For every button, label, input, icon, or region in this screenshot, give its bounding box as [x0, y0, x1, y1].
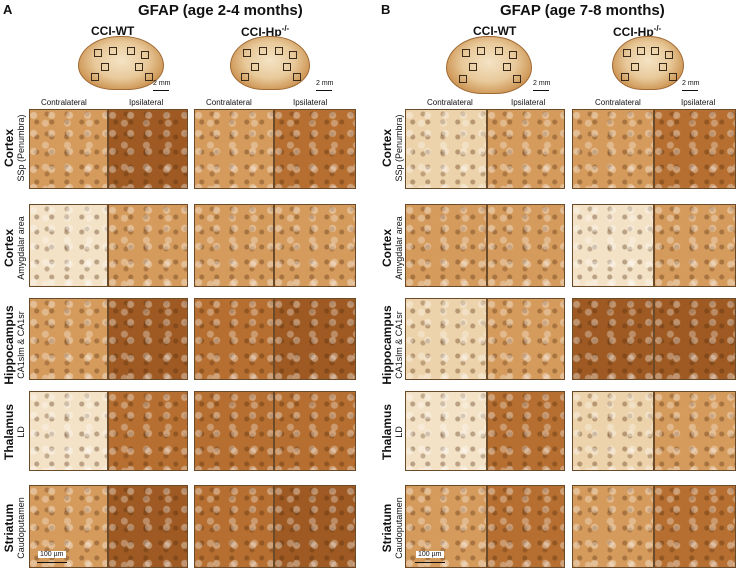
micrograph-tile [274, 298, 356, 380]
row-label: Thalamus LD [2, 404, 26, 461]
micrograph-tile [572, 109, 654, 189]
row-label: Cortex SSp (Penumbra) [380, 114, 404, 182]
brain-section-image [78, 36, 164, 90]
panel-b-group-wt: CCI-WT [473, 24, 517, 38]
micrograph-tile [405, 391, 487, 471]
micrograph-tile [29, 109, 108, 189]
row-label: Striatum Caudoputamen [380, 497, 404, 559]
micrograph-tile [194, 298, 274, 380]
brain-scale-label: 2 mm [682, 80, 700, 87]
column-label-ipsilateral: Ipsilateral [129, 98, 164, 107]
column-label-contralateral: Contralateral [595, 98, 641, 107]
row-label: Thalamus LD [380, 404, 404, 461]
micrograph-tile [654, 391, 736, 471]
micrograph-tile [487, 485, 565, 568]
micrograph-tile [487, 204, 565, 287]
micrograph-tile [194, 391, 274, 471]
brain-scale-bar [316, 90, 332, 91]
micrograph-tile [194, 109, 274, 189]
brain-scale-bar [682, 90, 698, 91]
panel-a-letter: A [3, 2, 13, 17]
panel-b-title: GFAP (age 7-8 months) [500, 2, 665, 19]
micrograph-tile [29, 391, 108, 471]
micrograph-tile [487, 298, 565, 380]
tile-scale-label: 100 µm [38, 551, 66, 558]
micrograph-tile [194, 204, 274, 287]
micrograph-tile [108, 485, 188, 568]
column-label-contralateral: Contralateral [41, 98, 87, 107]
brain-scale-bar [153, 90, 169, 91]
column-label-ipsilateral: Ipsilateral [681, 98, 716, 107]
micrograph-tile [654, 485, 736, 568]
micrograph-tile [654, 109, 736, 189]
brain-scale-label: 2 mm [153, 80, 171, 87]
micrograph-tile [274, 485, 356, 568]
micrograph-tile [654, 298, 736, 380]
micrograph-tile [108, 204, 188, 287]
micrograph-tile [572, 204, 654, 287]
column-label-contralateral: Contralateral [206, 98, 252, 107]
brain-scale-label: 2 mm [533, 80, 551, 87]
micrograph-tile [405, 204, 487, 287]
micrograph-tile [487, 109, 565, 189]
row-label: Cortex SSp (Penumbra) [2, 114, 26, 182]
row-label: Cortex Amygdalar area [2, 216, 26, 280]
panel-a-group-wt: CCI-WT [91, 24, 135, 38]
micrograph-tile [654, 204, 736, 287]
row-label: Hippocampus CA1slm & CA1sr [380, 305, 404, 385]
column-label-ipsilateral: Ipsilateral [511, 98, 546, 107]
column-label-ipsilateral: Ipsilateral [293, 98, 328, 107]
micrograph-tile [29, 298, 108, 380]
brain-section-image [230, 36, 310, 90]
panel-b-letter: B [381, 2, 391, 17]
micrograph-tile [108, 109, 188, 189]
micrograph-tile [29, 204, 108, 287]
brain-scale-bar [533, 90, 549, 91]
row-label: Striatum Caudoputamen [2, 497, 26, 559]
micrograph-tile [487, 391, 565, 471]
tile-scale-bar [37, 562, 67, 563]
brain-section-image [612, 36, 684, 90]
row-label: Cortex Amygdalar area [380, 216, 404, 280]
brain-scale-label: 2 mm [316, 80, 334, 87]
micrograph-tile [274, 391, 356, 471]
panel-a-title: GFAP (age 2-4 months) [138, 2, 303, 19]
micrograph-tile [405, 109, 487, 189]
micrograph-tile [572, 485, 654, 568]
micrograph-tile [194, 485, 274, 568]
micrograph-tile [572, 391, 654, 471]
column-label-contralateral: Contralateral [427, 98, 473, 107]
tile-scale-label: 100 µm [416, 551, 444, 558]
micrograph-tile [108, 298, 188, 380]
tile-scale-bar [415, 562, 445, 563]
micrograph-tile [405, 298, 487, 380]
panel-a-group-hp: CCI-Hp-/- [241, 24, 290, 39]
brain-section-image [446, 36, 532, 94]
micrograph-tile [274, 109, 356, 189]
micrograph-tile [572, 298, 654, 380]
panel-b-group-hp: CCI-Hp-/- [613, 24, 662, 39]
micrograph-tile [108, 391, 188, 471]
row-label: Hippocampus CA1slm & CA1sr [2, 305, 26, 385]
micrograph-tile [274, 204, 356, 287]
